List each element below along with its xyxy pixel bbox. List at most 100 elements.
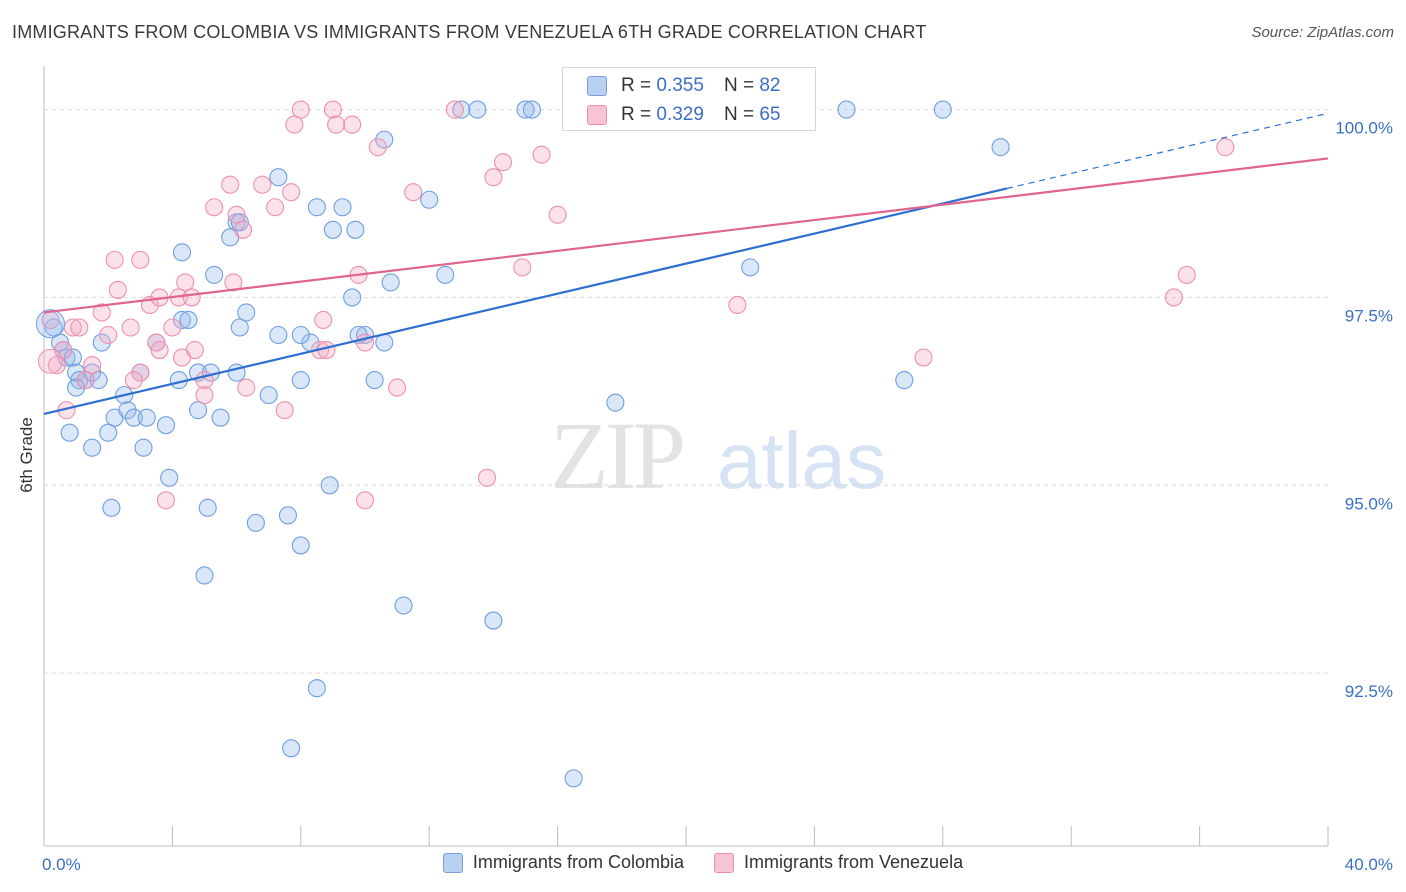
y-tick-label: 97.5%: [1345, 306, 1393, 325]
data-point: [131, 363, 150, 382]
data-point: [63, 348, 82, 367]
data-point: [230, 318, 249, 337]
data-point: [266, 198, 285, 217]
data-point: [368, 138, 387, 157]
data-point: [606, 393, 625, 412]
data-point: [182, 288, 201, 307]
data-point: [83, 356, 102, 375]
n-label: N =: [723, 75, 755, 96]
data-point: [76, 371, 95, 390]
legend-label-venezuela: Immigrants from Venezuela: [743, 852, 964, 872]
data-points: [35, 100, 1235, 788]
data-point: [172, 348, 192, 367]
data-point: [291, 371, 310, 390]
data-point: [516, 100, 535, 119]
y-tick-label: 92.5%: [1345, 682, 1393, 701]
y-tick-label: 95.0%: [1345, 494, 1393, 513]
data-point: [150, 340, 169, 360]
data-point: [221, 175, 240, 194]
r-label: R =: [621, 75, 652, 96]
data-point: [282, 183, 301, 202]
data-point: [285, 115, 304, 134]
data-point: [189, 401, 208, 420]
data-point: [269, 168, 288, 187]
data-point: [291, 536, 310, 555]
data-point: [163, 318, 182, 337]
data-point: [253, 175, 272, 194]
data-point: [493, 153, 513, 172]
data-point: [99, 325, 118, 345]
data-point: [513, 258, 532, 277]
data-point: [269, 325, 288, 345]
data-point: [211, 408, 230, 427]
data-point: [156, 491, 176, 510]
data-point: [343, 288, 362, 307]
data-point: [452, 100, 471, 119]
data-point: [205, 198, 224, 217]
trend-lines: [43, 112, 1329, 415]
data-point: [320, 476, 339, 495]
data-point: [259, 386, 278, 405]
data-point: [89, 371, 108, 390]
data-point: [137, 408, 156, 427]
data-point: [484, 168, 503, 187]
n-label: N =: [723, 104, 755, 125]
venezuela-swatch-icon: [587, 105, 607, 125]
data-point: [394, 596, 413, 615]
data-point: [47, 356, 66, 375]
data-point: [278, 506, 298, 525]
data-point: [375, 130, 394, 149]
y-axis-label: 6th Grade: [17, 417, 36, 493]
data-point: [118, 401, 137, 420]
data-point: [333, 198, 352, 217]
data-point: [195, 566, 214, 585]
grid-lines: [44, 109, 1328, 674]
data-point: [468, 100, 487, 119]
data-point: [914, 348, 933, 367]
data-point: [314, 310, 333, 330]
data-point: [131, 250, 150, 269]
data-point: [275, 401, 294, 420]
data-point: [124, 371, 143, 390]
data-point: [933, 100, 952, 119]
trend-line-colombia: [43, 187, 1008, 415]
data-point: [227, 205, 246, 224]
data-point: [291, 100, 310, 119]
data-point: [895, 371, 914, 390]
data-point: [564, 769, 583, 788]
data-point: [172, 243, 192, 262]
data-point: [436, 265, 455, 284]
data-point: [237, 378, 256, 397]
data-point: [179, 310, 198, 330]
n-value: 65: [759, 104, 781, 125]
bottom-legend: Immigrants from Colombia Immigrants from…: [0, 852, 1406, 873]
data-point: [83, 363, 102, 382]
data-point: [121, 318, 140, 337]
data-point: [365, 371, 384, 390]
colombia-legend-swatch-icon: [442, 852, 463, 873]
data-point: [420, 190, 439, 209]
data-point: [176, 273, 195, 292]
watermark-atlas: atlas: [717, 416, 886, 505]
data-point: [484, 611, 503, 630]
legend-label-colombia: Immigrants from Colombia: [472, 852, 684, 872]
data-point: [728, 295, 747, 315]
watermark-zip: ZIP: [550, 402, 683, 509]
data-point: [160, 468, 179, 487]
legend-item-colombia[interactable]: Immigrants from Colombia: [442, 852, 684, 873]
axes: [43, 66, 1329, 847]
data-point: [124, 408, 143, 427]
data-point: [35, 309, 65, 339]
y-tick-label: 100.0%: [1335, 119, 1393, 138]
data-point: [1164, 288, 1183, 307]
stats-row-venezuela: R = 0.329 N = 65: [587, 100, 780, 130]
data-point: [477, 468, 497, 487]
data-point: [195, 386, 214, 405]
data-point: [291, 325, 310, 345]
data-point: [327, 115, 346, 134]
data-point: [388, 378, 407, 397]
legend-item-venezuela[interactable]: Immigrants from Venezuela: [713, 852, 964, 873]
data-point: [92, 333, 111, 352]
data-point: [246, 513, 265, 532]
